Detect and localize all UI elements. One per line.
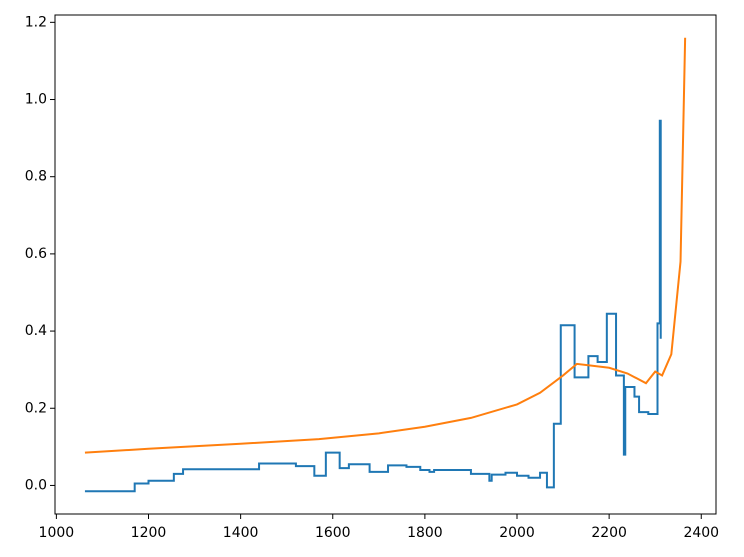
data-line [84, 119, 662, 493]
x-tick-label: 1800 [407, 525, 443, 541]
y-tick-label: 0.0 [25, 477, 47, 493]
x-tick-label: 1600 [315, 525, 351, 541]
x-tick-label: 2200 [591, 525, 627, 541]
x-tick-label: 2400 [683, 525, 719, 541]
y-tick-label: 0.2 [25, 400, 47, 416]
y-tick-label: 1.2 [25, 14, 47, 30]
x-tick-label: 1400 [223, 525, 259, 541]
y-tick-label: 1.0 [25, 92, 47, 108]
x-tick-label: 2000 [499, 525, 535, 541]
x-tick-label: 1000 [39, 525, 75, 541]
y-tick-label: 0.4 [25, 323, 47, 339]
data-line [84, 37, 687, 454]
y-tick-label: 0.8 [25, 169, 47, 185]
y-tick-label: 0.6 [25, 246, 47, 262]
axes-frame [54, 14, 717, 515]
x-tick-label: 1200 [131, 525, 167, 541]
